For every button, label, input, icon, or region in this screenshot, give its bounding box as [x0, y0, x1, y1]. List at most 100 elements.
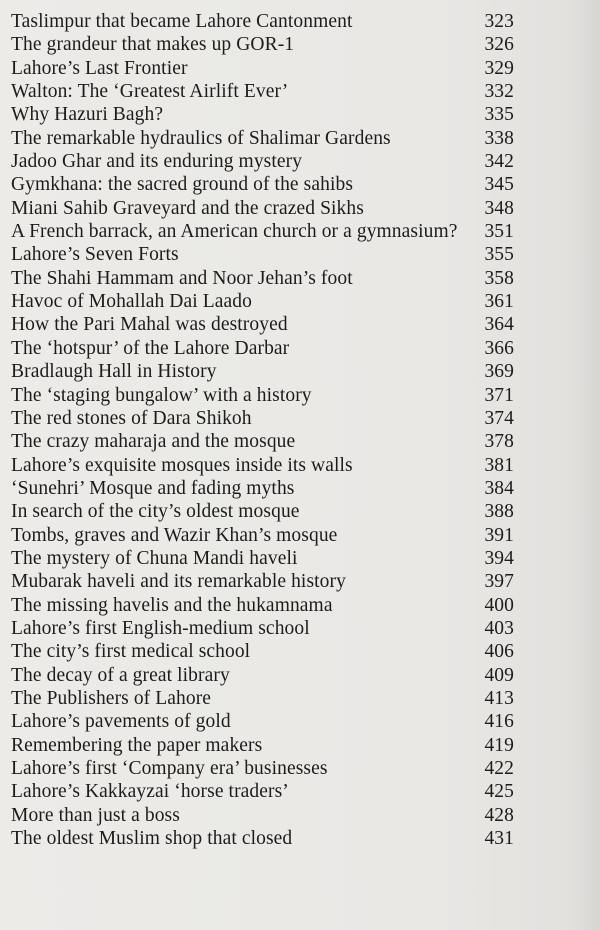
toc-entry: The decay of a great library 409 — [11, 664, 514, 687]
toc-entry: The missing havelis and the hukamnama 400 — [11, 594, 514, 617]
toc-entry: Lahore’s Seven Forts 355 — [11, 243, 514, 266]
toc-entry-title: Lahore’s Last Frontier — [11, 57, 188, 79]
toc-entry: The crazy maharaja and the mosque 378 — [11, 430, 514, 453]
toc-entry-title: The Shahi Hammam and Noor Jehan’s foot — [11, 267, 353, 289]
toc-entry-title: Jadoo Ghar and its enduring mystery — [11, 151, 303, 173]
toc-entry-page-number: 381 — [484, 454, 514, 476]
toc-entry-title: Why Hazuri Bagh? — [11, 104, 164, 126]
toc-entry: Gymkhana: the sacred ground of the sahib… — [11, 173, 514, 196]
toc-entry-title: Walton: The ‘Greatest Airlift Ever’ — [11, 81, 289, 103]
toc-entry-page-number: 416 — [484, 711, 514, 733]
toc-entry-page-number: 332 — [484, 81, 514, 103]
toc-entry: Miani Sahib Graveyard and the crazed Sik… — [11, 197, 514, 220]
toc-entry-title: The decay of a great library — [11, 664, 230, 686]
toc-entry-page-number: 384 — [484, 477, 514, 499]
toc-entry-page-number: 323 — [484, 11, 514, 32]
toc-entry-title: Lahore’s first ‘Company era’ businesses — [11, 758, 328, 779]
toc-entry-title: ‘Sunehri’ Mosque and fading myths — [11, 477, 295, 499]
toc-entry-title: In search of the city’s oldest mosque — [11, 501, 300, 523]
toc-entry-title: Taslimpur that became Lahore Cantonment — [11, 11, 353, 32]
toc-entry: Remembering the paper makers 419 — [11, 734, 514, 757]
toc-entry-page-number: 335 — [484, 104, 514, 126]
toc-entry: Lahore’s Last Frontier 329 — [11, 57, 514, 80]
toc-entry-title: Lahore’s first English-medium school — [11, 617, 310, 639]
toc-entry-title: The oldest Muslim shop that closed — [11, 828, 293, 850]
toc-entry-title: Lahore’s Seven Forts — [11, 244, 179, 266]
toc-entry: The ‘hotspur’ of the Lahore Darbar 366 — [11, 337, 514, 360]
toc-entry: Bradlaugh Hall in History 369 — [11, 360, 514, 383]
toc-entry: ‘Sunehri’ Mosque and fading myths 384 — [11, 477, 514, 500]
toc-entry: A French barrack, an American church or … — [11, 220, 514, 243]
toc-entry: In search of the city’s oldest mosque 388 — [11, 500, 514, 523]
toc-entry-page-number: 369 — [484, 361, 514, 383]
toc-entry-page-number: 413 — [484, 687, 514, 709]
toc-entry-page-number: 394 — [484, 547, 514, 569]
toc-entry-page-number: 348 — [484, 197, 514, 219]
toc-entry-page-number: 338 — [484, 127, 514, 149]
toc-entry: Lahore’s first ‘Company era’ businesses 4… — [11, 757, 514, 780]
toc-entry-title: The red stones of Dara Shikoh — [11, 407, 252, 429]
toc-entry-page-number: 358 — [484, 267, 514, 289]
toc-entry-page-number: 355 — [484, 244, 514, 266]
toc-entry: Havoc of Mohallah Dai Laado 361 — [11, 290, 514, 313]
toc-entry-title: The crazy maharaja and the mosque — [11, 431, 296, 453]
toc-entry-title: The ‘hotspur’ of the Lahore Darbar — [11, 337, 290, 359]
toc-entry-title: The remarkable hydraulics of Shalimar Ga… — [11, 127, 391, 149]
toc-entry: The oldest Muslim shop that closed 431 — [11, 827, 514, 850]
toc-entry-page-number: 361 — [484, 291, 514, 313]
toc-entry-title: The grandeur that makes up GOR-1 — [11, 34, 295, 56]
toc-entry-page-number: 326 — [484, 34, 514, 56]
toc-entry-page-number: 397 — [484, 571, 514, 593]
toc-entry-page-number: 403 — [484, 617, 514, 639]
toc-entry: The grandeur that makes up GOR-1 326 — [11, 33, 514, 56]
toc-entry-page-number: 400 — [484, 594, 514, 616]
toc-entry-page-number: 364 — [484, 314, 514, 336]
toc-entry-title: Gymkhana: the sacred ground of the sahib… — [11, 174, 354, 196]
toc-entry-page-number: 406 — [484, 641, 514, 663]
toc-entry: Tombs, graves and Wazir Khan’s mosque 391 — [11, 524, 514, 547]
toc-entry: Taslimpur that became Lahore Cantonment 3… — [11, 10, 514, 33]
toc-entry-title: Remembering the paper makers — [11, 734, 263, 756]
toc-entry-title: The Publishers of Lahore — [11, 687, 212, 709]
toc-entry-page-number: 342 — [484, 151, 514, 173]
toc-entry: The mystery of Chuna Mandi haveli 394 — [11, 547, 514, 570]
toc-entry-title: The missing havelis and the hukamnama — [11, 594, 333, 616]
toc-entry-page-number: 371 — [484, 384, 514, 406]
toc-entry-title: The city’s first medical school — [11, 641, 251, 663]
toc-entry-page-number: 428 — [484, 804, 514, 826]
toc-entry-page-number: 391 — [484, 524, 514, 546]
toc-entry-title: Bradlaugh Hall in History — [11, 361, 217, 383]
toc-entry-title: Havoc of Mohallah Dai Laado — [11, 291, 252, 313]
toc-entry: Lahore’s Kakkayzai ‘horse traders’ 425 — [11, 780, 514, 803]
toc-entry: The remarkable hydraulics of Shalimar Ga… — [11, 127, 514, 150]
toc-entry-page-number: 378 — [484, 431, 514, 453]
toc-entry-page-number: 425 — [484, 781, 514, 803]
toc-entry-page-number: 388 — [484, 501, 514, 523]
toc-entry: The ‘staging bungalow’ with a history 371 — [11, 384, 514, 407]
toc-entry: More than just a boss 428 — [11, 804, 514, 827]
toc-entry-page-number: 374 — [484, 407, 514, 429]
toc-entry: The red stones of Dara Shikoh 374 — [11, 407, 514, 430]
toc-entry: The Shahi Hammam and Noor Jehan’s foot 35… — [11, 267, 514, 290]
toc-entry: Lahore’s exquisite mosques inside its wa… — [11, 454, 514, 477]
toc-entry-title: Miani Sahib Graveyard and the crazed Sik… — [11, 197, 364, 219]
toc-entry-title: How the Pari Mahal was destroyed — [11, 314, 288, 336]
toc-entry: Lahore’s pavements of gold 416 — [11, 710, 514, 733]
toc-entry: How the Pari Mahal was destroyed 364 — [11, 313, 514, 336]
toc-entry: Why Hazuri Bagh? 335 — [11, 103, 514, 126]
toc-entry: The Publishers of Lahore 413 — [11, 687, 514, 710]
toc-entry-page-number: 366 — [484, 337, 514, 359]
toc-entry-page-number: 409 — [484, 664, 514, 686]
toc-entry-page-number: 422 — [484, 758, 514, 779]
toc-entry-title: Tombs, graves and Wazir Khan’s mosque — [11, 524, 338, 546]
toc-entry-title: Lahore’s pavements of gold — [11, 711, 231, 733]
toc-entry-title: The ‘staging bungalow’ with a history — [11, 384, 312, 406]
table-of-contents: Taslimpur that became Lahore Cantonment 3… — [11, 10, 514, 850]
toc-entry: Lahore’s first English-medium school 403 — [11, 617, 514, 640]
toc-entry-title: Lahore’s exquisite mosques inside its wa… — [11, 454, 353, 476]
toc-entry-title: Lahore’s Kakkayzai ‘horse traders’ — [11, 781, 289, 803]
toc-entry: The city’s first medical school 406 — [11, 640, 514, 663]
toc-entry-title: The mystery of Chuna Mandi haveli — [11, 547, 298, 569]
toc-entry-page-number: 431 — [484, 828, 514, 850]
toc-entry: Jadoo Ghar and its enduring mystery 342 — [11, 150, 514, 173]
